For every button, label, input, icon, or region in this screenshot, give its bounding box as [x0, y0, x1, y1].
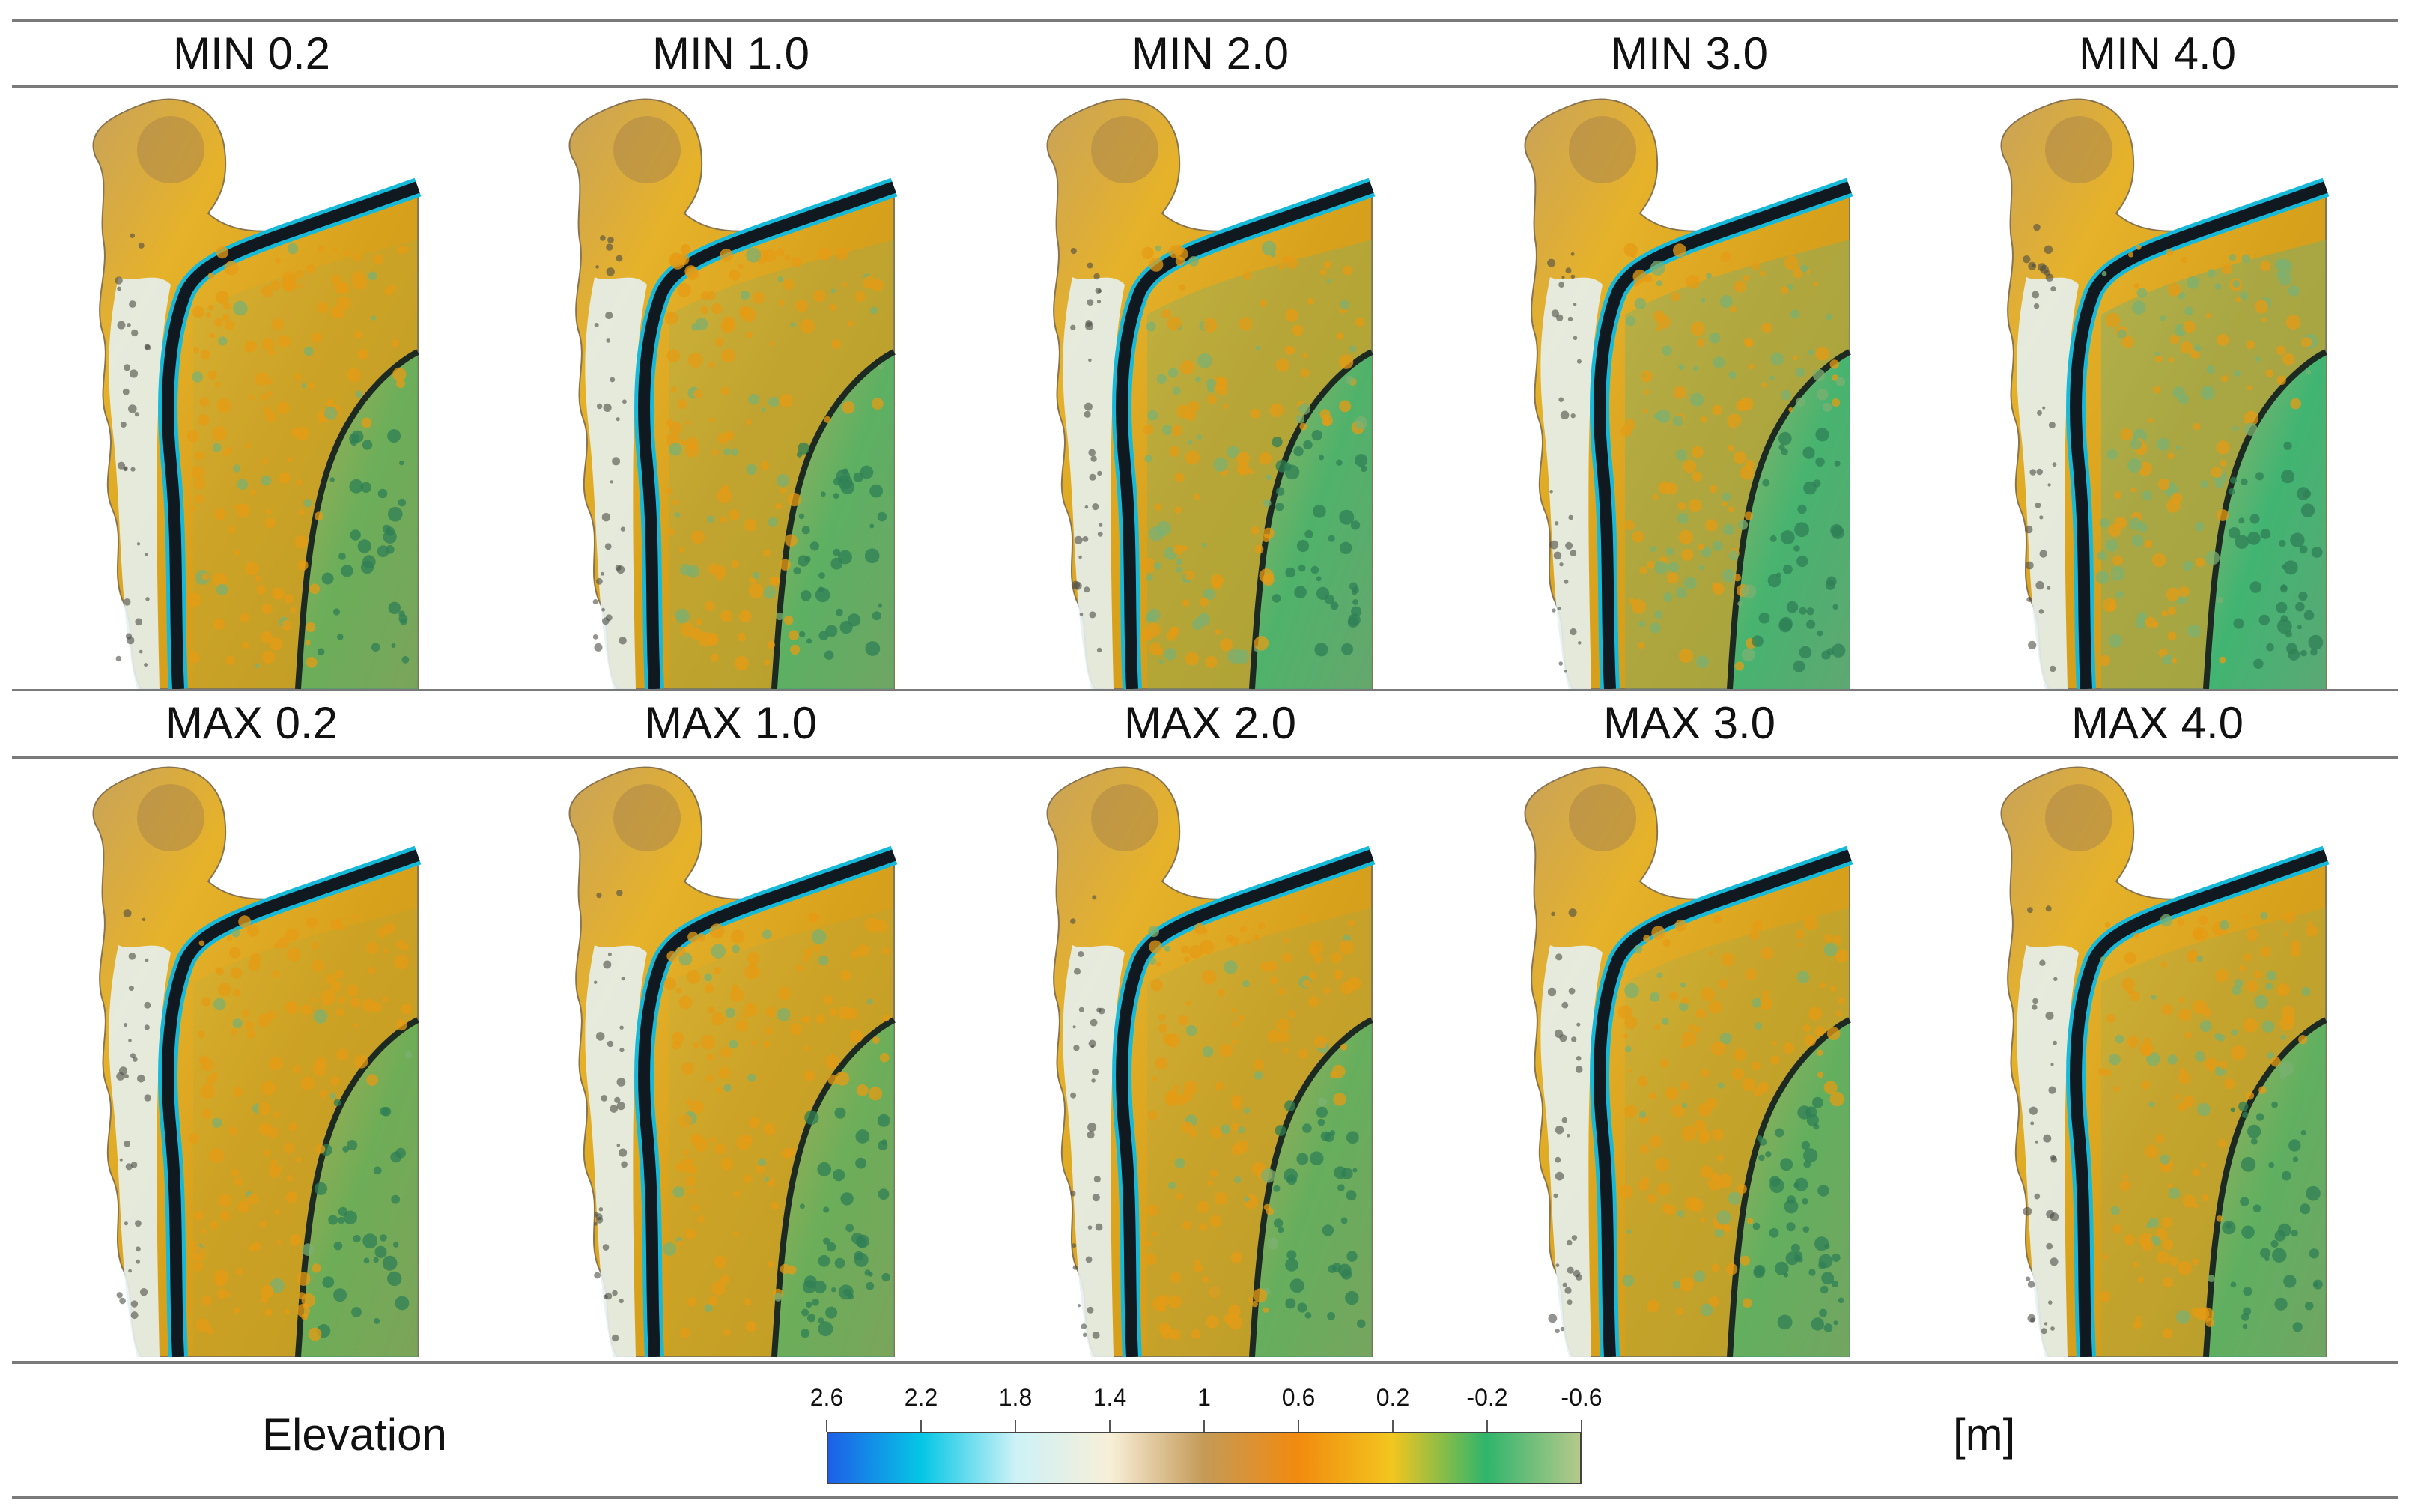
terrain-map — [568, 766, 898, 1357]
legend-title: Elevation — [262, 1409, 447, 1460]
colorbar-tick-mark — [826, 1420, 827, 1432]
panel-label-max-0-2: MAX 0.2 — [165, 698, 338, 748]
terrain-map — [1524, 98, 1853, 689]
colorbar-tick-label: 2.6 — [809, 1384, 844, 1411]
elevation-map-panel — [542, 90, 1021, 689]
colorbar-tick-label: -0.2 — [1466, 1384, 1508, 1411]
top-row-labels: MIN 0.2 MIN 1.0 MIN 2.0 MIN 3.0 MIN 4.0 — [12, 21, 2398, 87]
elevation-map-panel — [66, 758, 545, 1357]
colorbar-tick-mark — [1581, 1420, 1582, 1432]
colorbar-tick-label: 1.8 — [998, 1384, 1033, 1411]
colorbar-tick-label: 2.2 — [904, 1384, 938, 1411]
elevation-colorbar — [827, 1432, 1582, 1484]
terrain-map — [2000, 98, 2330, 689]
colorbar-tick-mark — [920, 1420, 922, 1432]
elevation-map-panel — [1498, 90, 1977, 689]
colorbar-tick-label: -0.6 — [1561, 1384, 1603, 1411]
top-header-rule — [12, 85, 2398, 88]
elevation-map-panel — [1974, 90, 2409, 689]
terrain-map — [1046, 98, 1376, 689]
top-rule — [12, 19, 2398, 22]
terrain-map — [568, 98, 898, 689]
elevation-map-panel — [1020, 758, 1499, 1357]
elevation-map-panel — [1498, 758, 1977, 1357]
panel-label-max-4-0: MAX 4.0 — [2071, 698, 2244, 748]
legend-top-rule — [12, 1361, 2398, 1364]
terrain-map — [92, 98, 422, 689]
panel-label-min-3-0: MIN 3.0 — [1610, 28, 1769, 79]
elevation-map-panel — [66, 90, 545, 689]
terrain-map — [1524, 766, 1853, 1357]
panel-label-min-1-0: MIN 1.0 — [651, 28, 810, 79]
colorbar-tick-label: 1.4 — [1093, 1384, 1127, 1411]
panel-label-min-2-0: MIN 2.0 — [1131, 28, 1289, 79]
middle-top-rule — [12, 689, 2398, 691]
colorbar-tick-mark — [1486, 1420, 1488, 1432]
middle-header-rule — [12, 756, 2398, 759]
legend-unit: [m] — [1953, 1409, 2016, 1460]
bottom-row-labels: MAX 0.2 MAX 1.0 MAX 2.0 MAX 3.0 MAX 4.0 — [12, 690, 2398, 756]
colorbar-tick-mark — [1109, 1420, 1111, 1432]
colorbar-tick-label: 0.2 — [1376, 1384, 1410, 1411]
elevation-map-panel — [1974, 758, 2409, 1357]
colorbar-tick-mark — [1298, 1420, 1299, 1432]
terrain-map — [1046, 766, 1376, 1357]
terrain-map — [92, 766, 422, 1357]
panel-label-max-2-0: MAX 2.0 — [1123, 698, 1297, 748]
colorbar-tick-mark — [1392, 1420, 1394, 1432]
panel-label-max-1-0: MAX 1.0 — [644, 698, 818, 748]
elevation-map-panel — [542, 758, 1021, 1357]
colorbar-tick-mark — [1203, 1420, 1205, 1432]
colorbar-tick-label: 1 — [1197, 1384, 1211, 1411]
panel-label-min-4-0: MIN 4.0 — [2078, 28, 2237, 79]
terrain-map — [2000, 766, 2330, 1357]
colorbar-tick-label: 0.6 — [1281, 1384, 1316, 1411]
bottom-rule — [12, 1496, 2398, 1499]
elevation-map-panel — [1020, 90, 1499, 689]
panel-label-min-0-2: MIN 0.2 — [172, 28, 331, 79]
colorbar-tick-mark — [1015, 1420, 1016, 1432]
panel-label-max-3-0: MAX 3.0 — [1603, 698, 1776, 748]
